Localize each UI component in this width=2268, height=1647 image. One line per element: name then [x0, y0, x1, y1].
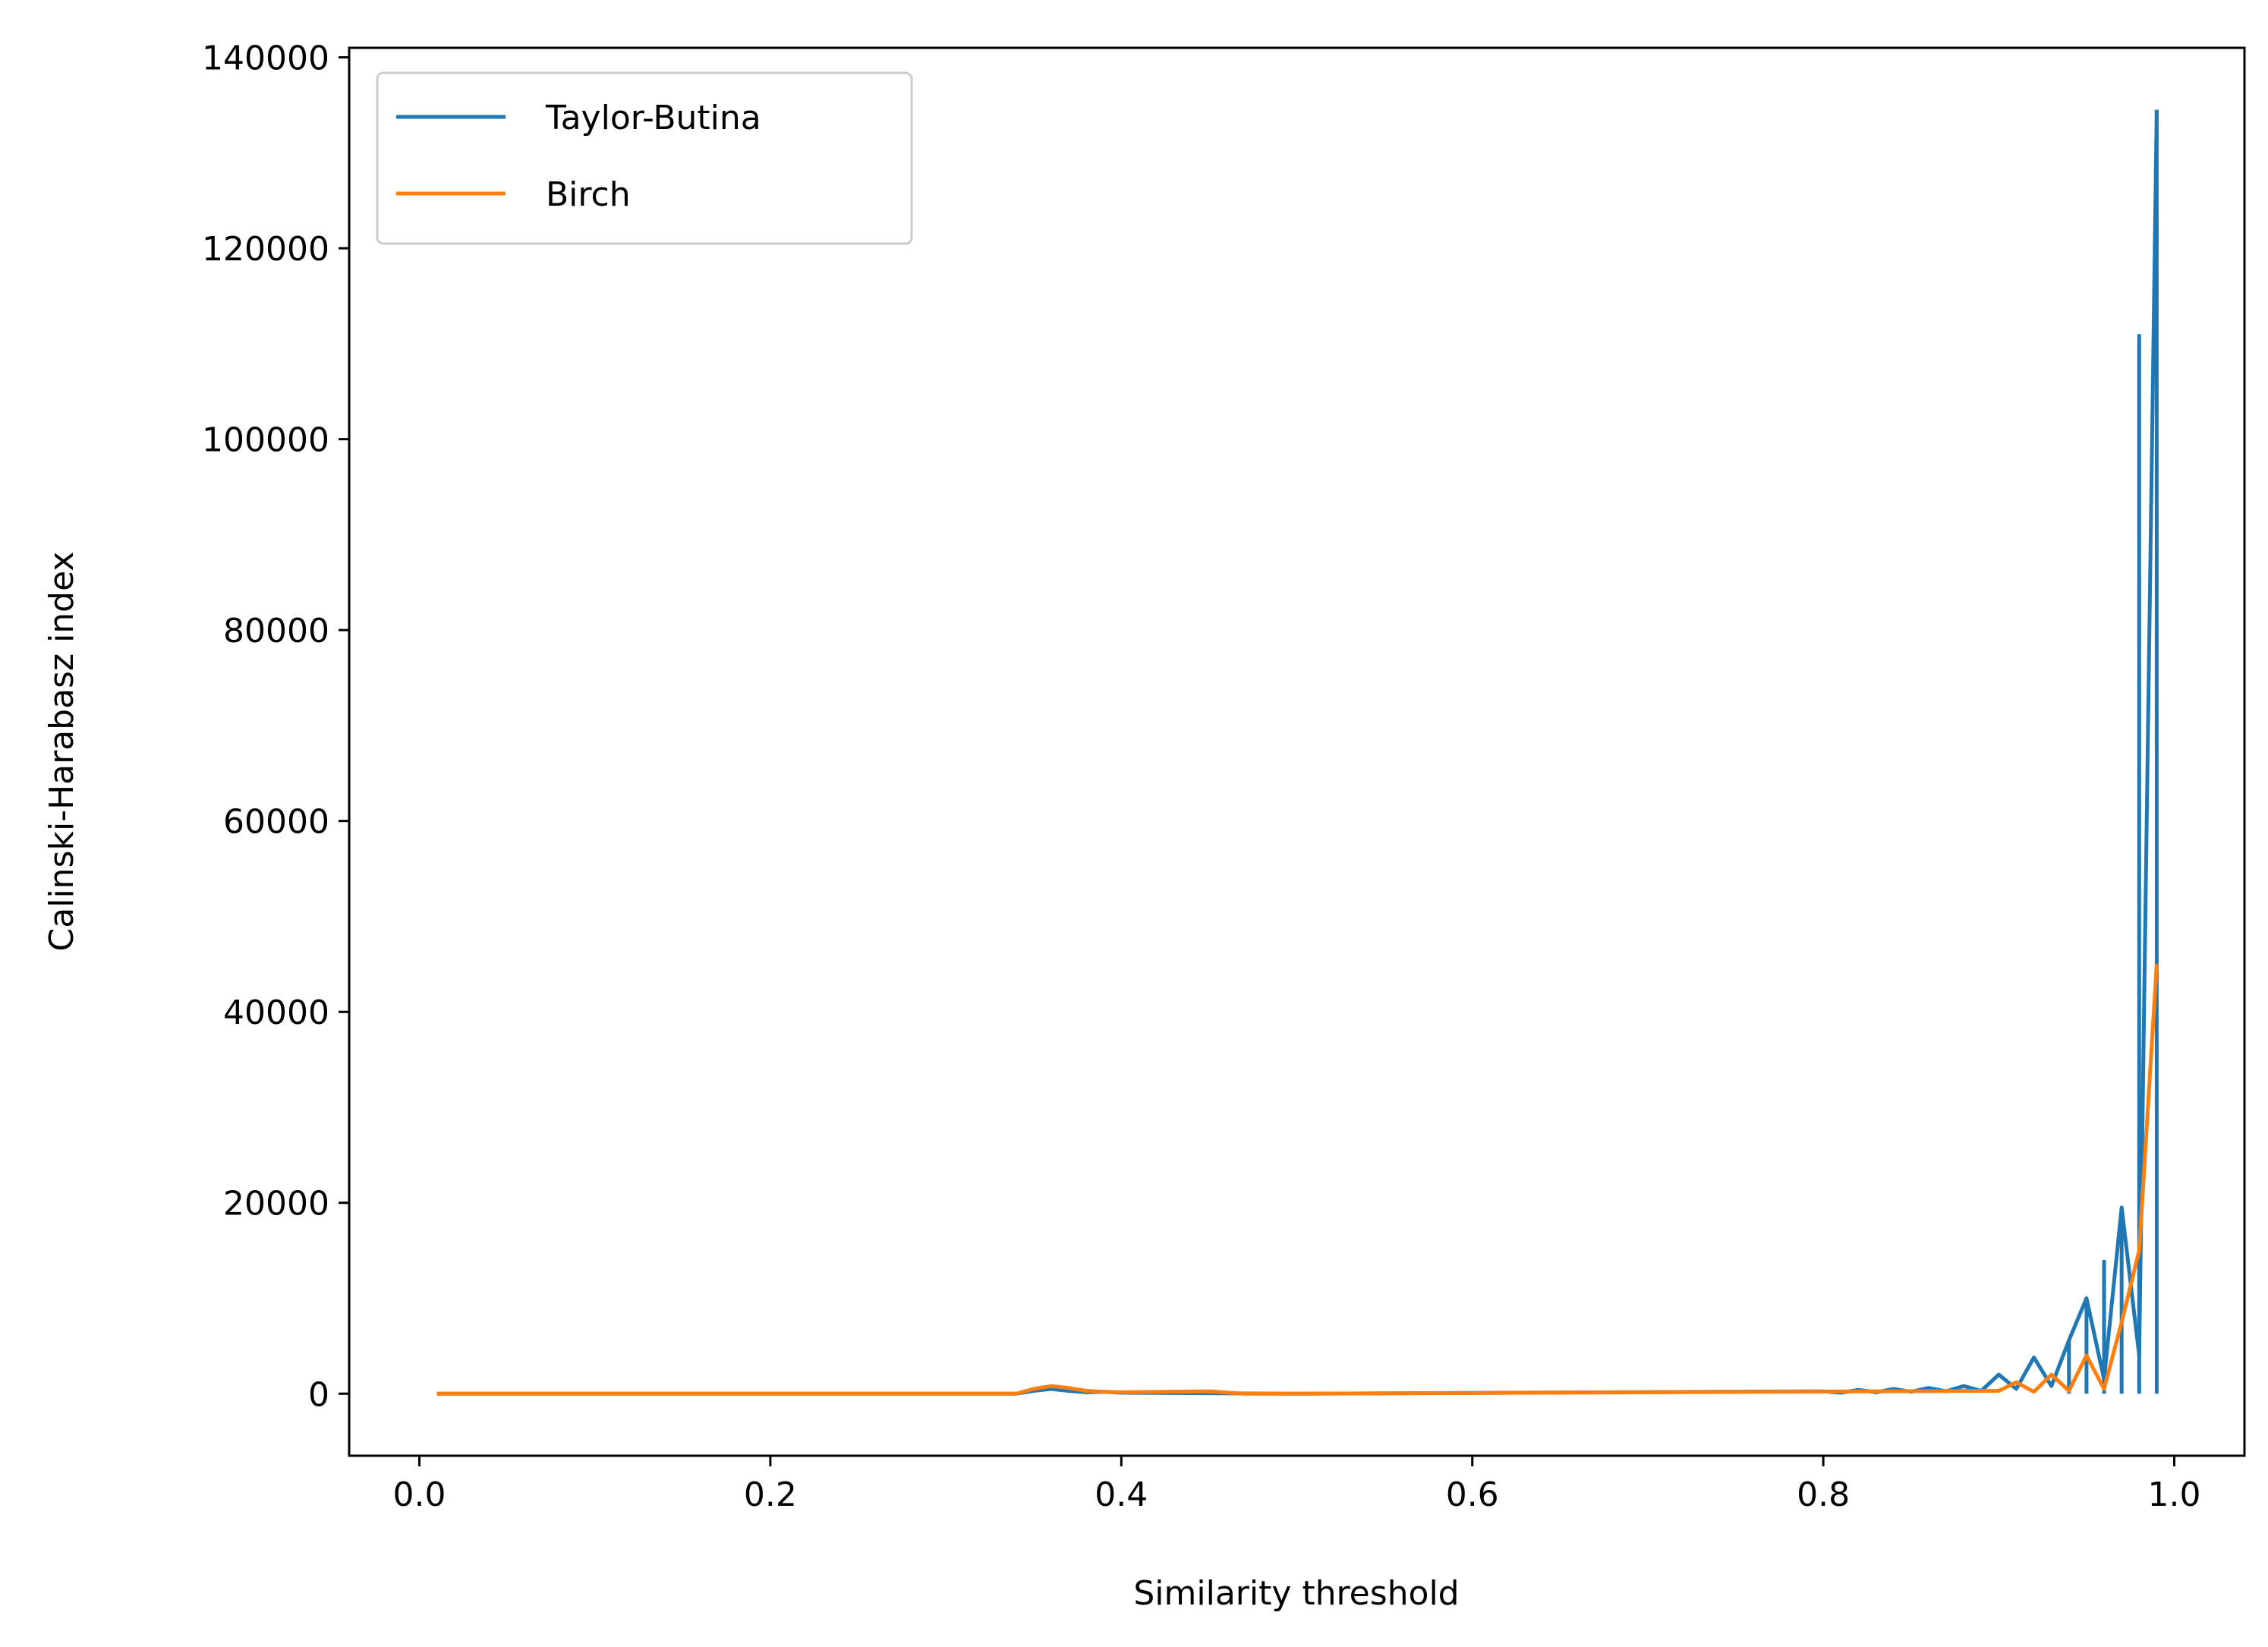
- x-axis-ticks: 0.0 0.2 0.4 0.6 0.8 1.0: [392, 1456, 2201, 1514]
- x-tick-label: 0.2: [744, 1475, 797, 1514]
- x-tick-label: 0.8: [1797, 1475, 1850, 1514]
- series-line-1: [436, 964, 2159, 1396]
- y-tick-label: 140000: [202, 39, 329, 78]
- legend-label: Taylor-Butina: [545, 99, 761, 137]
- series-layer: [436, 109, 2159, 1396]
- legend: Taylor-Butina Birch: [376, 71, 913, 245]
- x-tick-label: 0.6: [1446, 1475, 1499, 1514]
- y-tick-label: 0: [308, 1375, 329, 1414]
- x-tick-label: 0.0: [392, 1475, 446, 1514]
- y-tick-label: 20000: [223, 1185, 329, 1223]
- legend-box: [376, 71, 913, 245]
- y-tick-label: 100000: [202, 421, 329, 460]
- x-tick-label: 1.0: [2148, 1475, 2201, 1514]
- y-axis-label: Calinski-Harabasz index: [43, 552, 81, 952]
- y-tick-label: 80000: [223, 612, 329, 650]
- y-tick-label: 60000: [223, 803, 329, 842]
- legend-label: Birch: [546, 175, 631, 214]
- x-tick-label: 0.4: [1095, 1475, 1148, 1514]
- y-tick-label: 120000: [202, 230, 329, 269]
- y-tick-label: 40000: [223, 994, 329, 1032]
- y-axis-ticks: 0 20000 40000 60000 80000 100000 120000 140000: [202, 39, 349, 1414]
- axes-frame: [348, 46, 2246, 1457]
- x-axis-label: Similarity threshold: [1133, 1574, 1459, 1613]
